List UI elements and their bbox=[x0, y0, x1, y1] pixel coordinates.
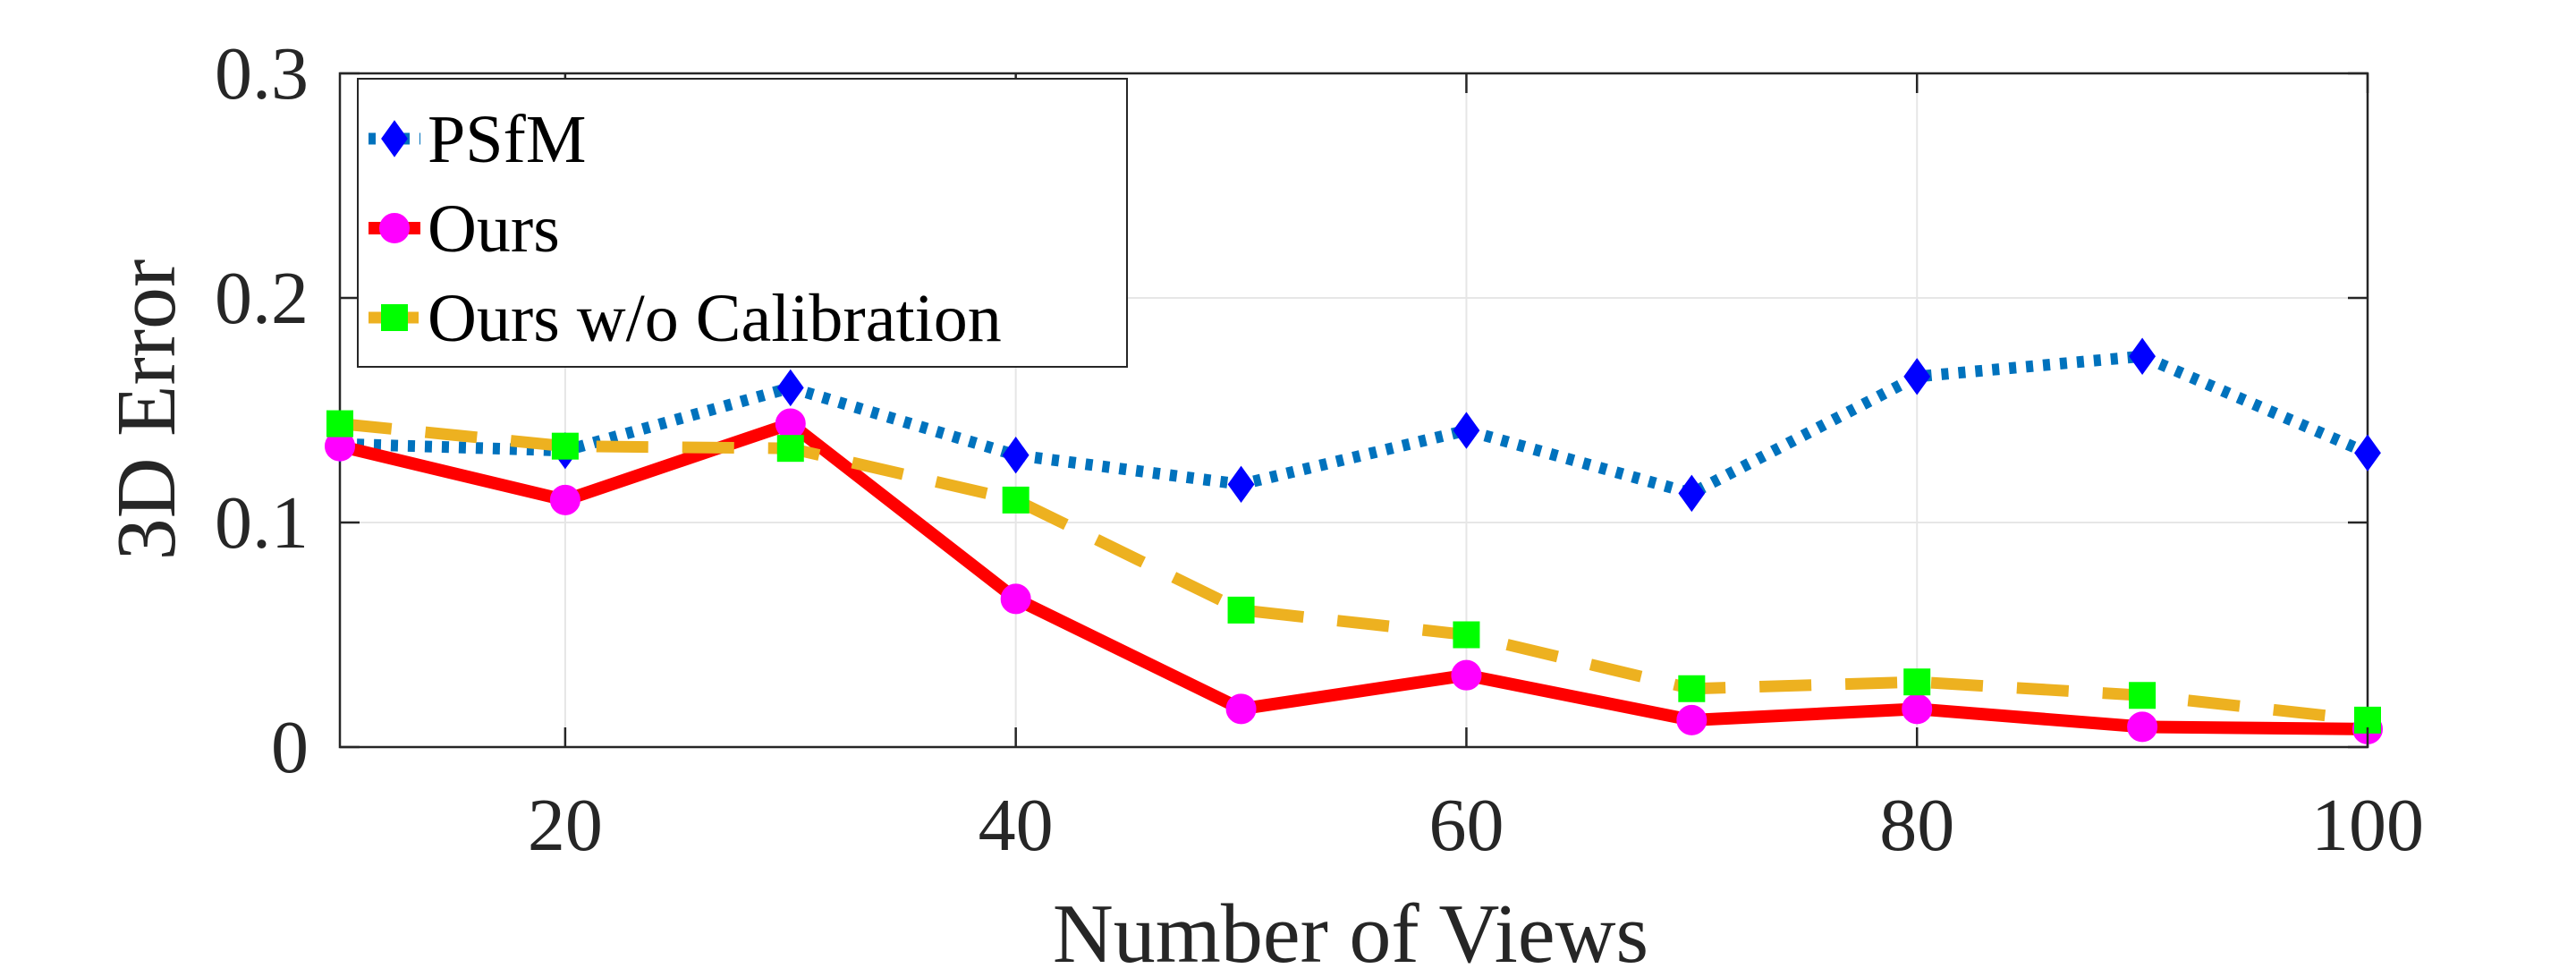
y-axis-title: 3D Error bbox=[100, 259, 193, 561]
legend: PSfM Ours Ours w/o Calibration bbox=[357, 78, 1128, 368]
legend-marker-0 bbox=[381, 120, 408, 157]
series-1-point-3 bbox=[1000, 583, 1031, 615]
series-2-point-7 bbox=[1903, 668, 1931, 696]
series-line-0 bbox=[339, 350, 2370, 500]
series-1-point-1 bbox=[549, 484, 580, 515]
y-tick-label-1: 0.1 bbox=[215, 481, 309, 565]
y-tick-label-0: 0 bbox=[271, 706, 309, 789]
series-2-point-6 bbox=[1678, 675, 1706, 702]
series-0-point-6 bbox=[1678, 474, 1706, 513]
series-0-point-3 bbox=[1002, 436, 1030, 474]
series-markers bbox=[325, 337, 2383, 744]
y-axis-ticks: 0 0.1 0.2 0.3 bbox=[215, 32, 2368, 789]
series-line-1 bbox=[338, 416, 2368, 735]
series-0-point-5 bbox=[1453, 412, 1480, 449]
series-0-point-2 bbox=[776, 369, 804, 407]
legend-marker-1 bbox=[379, 213, 410, 243]
x-tick-label-1: 40 bbox=[979, 784, 1054, 867]
legend-label-0: PSfM bbox=[428, 102, 586, 177]
legend-marker-2 bbox=[381, 304, 408, 331]
series-0-point-7 bbox=[1903, 358, 1931, 395]
series-2-point-5 bbox=[1453, 621, 1480, 649]
series-0-point-8 bbox=[2129, 337, 2157, 375]
x-tick-label-2: 60 bbox=[1428, 784, 1504, 867]
series-2-point-0 bbox=[326, 410, 353, 438]
x-tick-label-0: 20 bbox=[528, 784, 603, 867]
series-1-point-7 bbox=[1902, 693, 1933, 725]
series-line-2 bbox=[339, 418, 2368, 726]
series-1-point-5 bbox=[1451, 659, 1482, 691]
series-lines bbox=[338, 350, 2370, 735]
x-tick-label-3: 80 bbox=[1879, 784, 1954, 867]
series-1-point-4 bbox=[1225, 693, 1257, 725]
series-0-point-9 bbox=[2354, 434, 2381, 472]
series-1-point-2 bbox=[775, 408, 806, 439]
legend-items: PSfM Ours Ours w/o Calibration bbox=[369, 102, 1002, 356]
series-2-point-3 bbox=[1002, 486, 1030, 514]
x-axis-ticks: 20 40 60 80 100 bbox=[528, 73, 2424, 867]
series-2-point-8 bbox=[2129, 682, 2157, 709]
plot-area-frame bbox=[338, 72, 2369, 749]
series-2-point-1 bbox=[551, 432, 579, 460]
legend-label-2: Ours w/o Calibration bbox=[428, 281, 1002, 356]
x-tick-label-4: 100 bbox=[2311, 784, 2424, 867]
legend-box bbox=[357, 78, 1128, 368]
y-tick-label-3: 0.3 bbox=[215, 32, 309, 115]
series-2-point-2 bbox=[776, 435, 804, 463]
series-0-point-4 bbox=[1227, 465, 1255, 504]
legend-label-1: Ours bbox=[428, 191, 560, 267]
series-2-point-4 bbox=[1227, 596, 1255, 624]
series-1-point-8 bbox=[2127, 711, 2158, 743]
x-axis-title: Number of Views bbox=[1053, 888, 1648, 977]
y-tick-label-2: 0.2 bbox=[215, 257, 309, 340]
series-1-point-6 bbox=[1676, 704, 1707, 735]
